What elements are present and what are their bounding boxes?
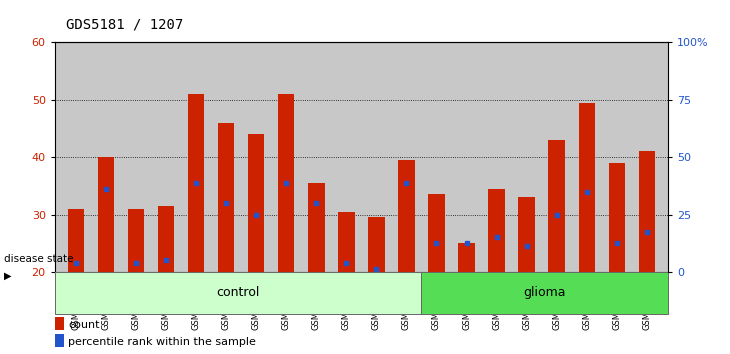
Bar bbox=[55, 317, 64, 330]
Bar bbox=[98, 157, 114, 272]
Text: count: count bbox=[68, 320, 100, 330]
Bar bbox=[128, 209, 145, 272]
Bar bbox=[218, 123, 234, 272]
Bar bbox=[488, 189, 505, 272]
Bar bbox=[429, 194, 445, 272]
Text: glioma: glioma bbox=[523, 286, 566, 299]
Bar bbox=[458, 243, 474, 272]
Bar bbox=[398, 160, 415, 272]
Bar bbox=[158, 206, 174, 272]
Bar bbox=[548, 140, 565, 272]
Bar bbox=[421, 272, 668, 314]
Bar bbox=[55, 333, 64, 347]
Text: percentile rank within the sample: percentile rank within the sample bbox=[68, 337, 256, 347]
Bar bbox=[338, 212, 355, 272]
Bar bbox=[278, 94, 294, 272]
Text: GDS5181 / 1207: GDS5181 / 1207 bbox=[66, 18, 183, 32]
Bar bbox=[68, 209, 84, 272]
Bar bbox=[368, 217, 385, 272]
Bar bbox=[518, 197, 535, 272]
Bar bbox=[188, 94, 204, 272]
Text: disease state: disease state bbox=[4, 254, 73, 264]
Text: control: control bbox=[216, 286, 260, 299]
Text: ▶: ▶ bbox=[4, 271, 11, 281]
Bar bbox=[579, 103, 595, 272]
Bar bbox=[248, 134, 264, 272]
Bar bbox=[639, 152, 656, 272]
Bar bbox=[308, 183, 325, 272]
Bar bbox=[609, 163, 625, 272]
Bar bbox=[55, 272, 421, 314]
